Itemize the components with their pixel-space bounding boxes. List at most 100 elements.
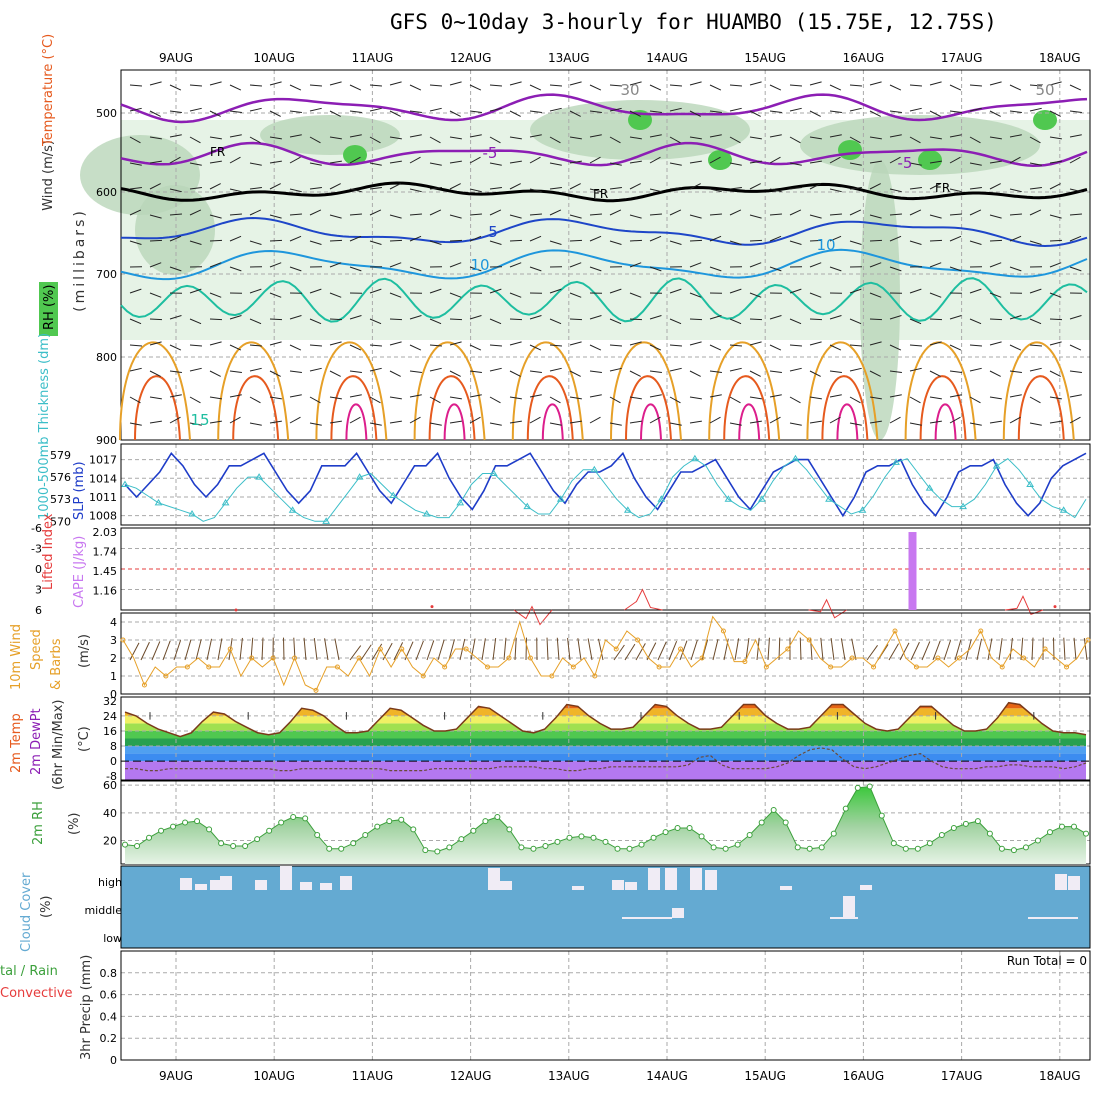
wind-barb <box>529 213 542 216</box>
wind-barb <box>929 262 942 268</box>
wind-barb <box>929 110 941 117</box>
wind-barb <box>509 239 523 242</box>
rh-marker <box>866 783 873 790</box>
wind-barb <box>289 266 302 272</box>
wind-barb <box>409 266 422 272</box>
wind10m-barb <box>239 637 243 661</box>
top-date-label: 9AUG <box>159 51 193 65</box>
wind-barb <box>869 318 883 321</box>
contour-20 <box>1002 341 1075 441</box>
wind-barb <box>1029 209 1042 216</box>
bottom-date-label: 12AUG <box>450 1069 492 1083</box>
wind10m-barb <box>998 638 1003 661</box>
wind-barb <box>129 367 142 372</box>
wind-barb <box>449 136 462 140</box>
wind-barb <box>809 136 822 140</box>
wind-barb <box>589 315 602 320</box>
rh-marker <box>830 830 837 837</box>
rh-marker <box>638 841 645 848</box>
rh-marker <box>710 844 717 851</box>
wind-barb <box>669 209 682 216</box>
wind-barb <box>669 288 682 294</box>
wind-barb <box>709 416 721 424</box>
precip-panel: 0.8 0.6 0.4 0.2 0 tal / Rain Convective 3hr … <box>0 950 1091 1067</box>
wind-barb <box>289 84 302 91</box>
wind10m-barb <box>448 639 455 661</box>
wind-barb <box>829 344 842 351</box>
wind-barb <box>309 367 322 372</box>
wind-barb <box>309 107 322 112</box>
wind-barb <box>869 341 882 346</box>
wind-barb <box>849 187 862 190</box>
wind-barb <box>229 315 242 320</box>
wind-barb <box>649 416 661 424</box>
wind-barb <box>609 162 622 166</box>
bottom-date-label: 13AUG <box>548 1069 590 1083</box>
wind-barb <box>129 288 142 294</box>
thickness-marker <box>825 495 833 502</box>
rh-marker <box>170 823 177 830</box>
wind-barb <box>409 315 422 320</box>
wind-barb <box>589 370 602 373</box>
wind-barb <box>1009 156 1021 164</box>
wind-barb <box>969 107 982 112</box>
wind-barb <box>789 84 802 87</box>
wind-barb <box>169 266 182 272</box>
wind10m-barb <box>426 640 435 661</box>
wind-barb <box>509 81 522 86</box>
wind-barb <box>1009 84 1022 91</box>
wind-barb <box>289 110 302 113</box>
wind-barb <box>189 318 202 325</box>
wind-barb <box>309 288 322 294</box>
temp-band <box>125 730 1086 739</box>
wind-barb <box>369 396 381 404</box>
wind-barb <box>729 187 742 190</box>
wind-barb <box>229 188 242 193</box>
wind10m-barb <box>668 641 678 661</box>
cloud-high-bar <box>340 876 352 890</box>
contour-20 <box>511 341 584 441</box>
wind-barb <box>889 156 901 164</box>
wind-barb <box>829 188 842 193</box>
wind-speed-marker <box>935 655 941 661</box>
cloud-high-bar <box>572 886 584 890</box>
contour-30 <box>738 403 761 441</box>
wind-barb <box>509 110 521 117</box>
wind-barb <box>709 84 722 91</box>
wind-barb <box>949 416 961 424</box>
lifted-index-marker <box>1053 605 1057 609</box>
wind10m-barb <box>313 637 318 661</box>
rh-marker <box>1010 847 1017 854</box>
contour-25 <box>134 375 181 441</box>
wind-speed-marker <box>871 664 877 670</box>
wind-barb <box>709 134 722 138</box>
wind-barb <box>569 318 583 321</box>
wind-barb <box>489 162 502 166</box>
wind-barb <box>649 370 662 373</box>
wind-barb <box>409 134 422 138</box>
wind10m-barb <box>334 638 340 661</box>
cloud-high-bar <box>180 878 192 890</box>
wind-barb <box>529 370 542 373</box>
wind10m-barb <box>1031 637 1034 661</box>
wind-barb <box>889 235 902 242</box>
wind-barb <box>949 213 962 216</box>
wind-barb <box>529 235 542 242</box>
wind-barb <box>1029 240 1042 245</box>
wind-barb <box>929 136 942 140</box>
wind-barb <box>689 239 703 242</box>
wind-barb <box>569 262 582 268</box>
wind-barb <box>209 420 222 424</box>
wind-barb <box>549 344 562 347</box>
wind-barb <box>329 420 342 424</box>
wind-barb <box>749 110 761 117</box>
wind10m-barb <box>954 639 962 661</box>
wind-speed-marker <box>141 682 147 688</box>
wind-barb <box>149 136 162 140</box>
wind-speed-marker <box>527 655 533 661</box>
wind-barb <box>529 156 541 164</box>
wind-barb <box>369 187 382 190</box>
wind-barb <box>909 187 922 190</box>
wind-barb <box>889 110 902 113</box>
wind-barb <box>569 370 581 377</box>
